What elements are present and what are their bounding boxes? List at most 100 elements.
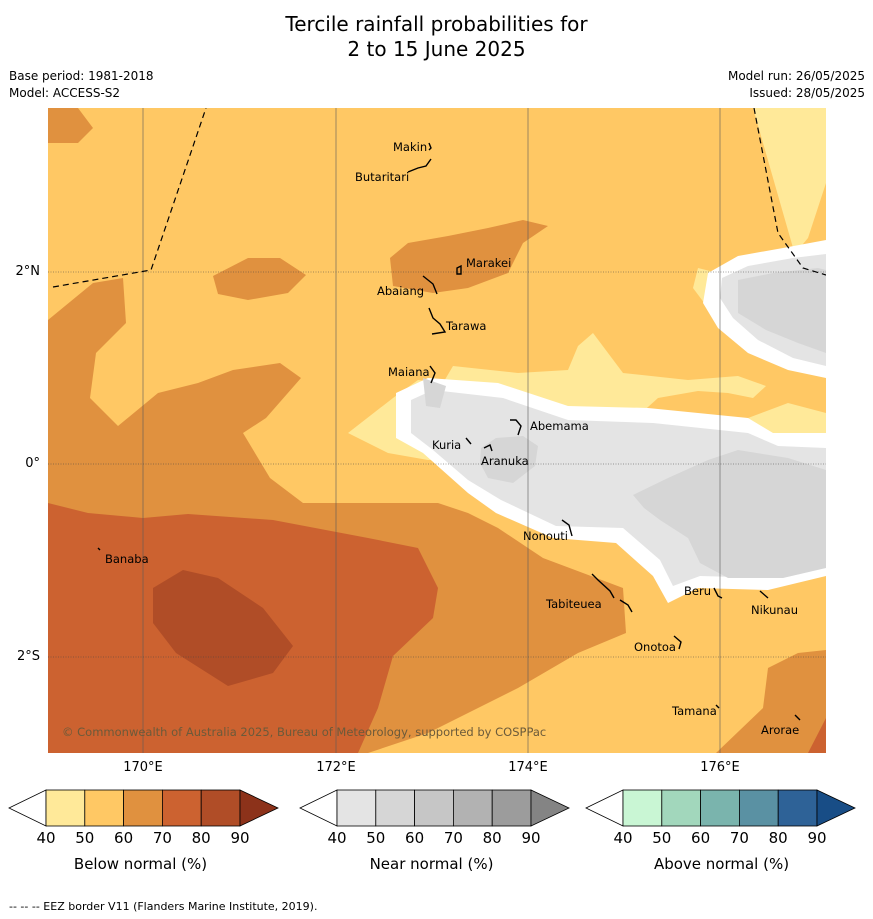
island-aranuka <box>483 444 493 452</box>
chart-title: Tercile rainfall probabilities for 2 to … <box>0 12 873 62</box>
model-run: Model run: 26/05/2025 <box>727 69 865 83</box>
lat-label-0: 0° <box>25 456 40 471</box>
place-label: Abemama <box>530 419 589 433</box>
region-60-70-patch-west <box>213 258 306 300</box>
colorbar-above-label: Above normal (%) <box>653 855 790 873</box>
eez-footnote: -- -- -- EEZ border V11 (Flanders Marine… <box>9 900 318 913</box>
colorbar-tick-label: 50 <box>652 829 672 847</box>
island-tabiteuea <box>591 573 633 613</box>
region-70-80-southeast <box>808 718 826 753</box>
place-label: Nonouti <box>523 529 568 543</box>
region-60-70-marakei <box>390 220 548 293</box>
colorbar-tick-label: 70 <box>443 829 463 847</box>
region-near-normal-50-60-southeast <box>633 450 826 578</box>
colorbar-tick-label: 80 <box>482 829 502 847</box>
eez-border-east <box>753 108 826 276</box>
place-label: Kuria <box>432 438 461 452</box>
island-tarawa <box>428 307 447 335</box>
lon-label-174: 174°E <box>508 760 548 775</box>
colorbar-swatch <box>123 789 163 827</box>
colorbar-tick-label: 40 <box>613 829 633 847</box>
lat-label-2s: 2°S <box>16 649 40 664</box>
region-60-70-southeast <box>716 650 826 753</box>
lon-label-176: 176°E <box>700 760 740 775</box>
colorbar-1 <box>299 789 570 827</box>
place-label: Abaiang <box>377 284 424 298</box>
island-nonouti <box>561 519 573 537</box>
island-arorae <box>794 714 801 721</box>
colorbar-swatch <box>84 789 125 827</box>
copyright-notice: © Commonwealth of Australia 2025, Bureau… <box>62 725 546 739</box>
colorbar-swatch <box>200 789 241 827</box>
island-tamana <box>715 704 720 709</box>
island-marakei <box>456 264 462 275</box>
place-label: Makin <box>393 140 427 154</box>
place-label: Tabiteuea <box>545 597 602 611</box>
island-butaritari <box>407 158 432 173</box>
colorbar-2 <box>585 789 856 827</box>
place-label: Tarawa <box>445 319 486 333</box>
colorbar-tick-label: 50 <box>75 829 95 847</box>
colorbar-tick-label: 70 <box>729 829 749 847</box>
colorbar-tick-label: 60 <box>691 829 711 847</box>
island-banaba <box>97 547 101 551</box>
place-label: Banaba <box>105 552 149 566</box>
island-onotoa <box>673 635 682 650</box>
parallels <box>48 271 826 658</box>
region-60-70-topleft <box>48 108 93 143</box>
graticule <box>142 108 721 753</box>
colorbar-swatch <box>45 789 86 827</box>
lon-label-172: 172°E <box>316 760 356 775</box>
title-line-2: 2 to 15 June 2025 <box>347 37 526 61</box>
island-kuria <box>465 437 472 445</box>
place-label: Arorae <box>761 723 799 737</box>
islands <box>97 142 801 721</box>
place-labels: Makin Butaritari Marakei Abaiang Tarawa … <box>105 140 799 737</box>
place-label: Nikunau <box>751 603 798 617</box>
island-abaiang <box>422 275 438 295</box>
colorbar-near-label: Near normal (%) <box>369 855 494 873</box>
island-maiana <box>429 365 436 384</box>
meta-right: Model run: 26/05/2025 Issued: 28/05/2025 <box>728 68 865 102</box>
colorbar-tick-label: 80 <box>768 829 788 847</box>
lon-label-170: 170°E <box>123 760 163 775</box>
colorbar-swatch <box>661 789 702 827</box>
colorbar-extend-high <box>530 789 570 827</box>
island-nikunau <box>759 590 769 599</box>
colorbar-tick-label: 70 <box>152 829 172 847</box>
meta-left: Base period: 1981-2018 Model: ACCESS-S2 <box>9 68 154 102</box>
place-label: Tamana <box>671 704 717 718</box>
colorbar-swatch <box>622 789 663 827</box>
colorbar-tick-label: 40 <box>327 829 347 847</box>
eez-border-west <box>52 108 207 288</box>
model-name: Model: ACCESS-S2 <box>9 86 121 100</box>
colorbar-extend-low <box>299 789 338 827</box>
colorbar-tick-label: 60 <box>405 829 425 847</box>
colorbar-swatch <box>375 789 416 827</box>
colorbar-swatch <box>700 789 740 827</box>
colorbar-tick-label: 50 <box>366 829 386 847</box>
colorbar-tick-label: 60 <box>114 829 134 847</box>
colorbar-below-label: Below normal (%) <box>73 855 208 873</box>
base-period: Base period: 1981-2018 <box>9 69 154 83</box>
title-line-1: Tercile rainfall probabilities for <box>285 12 588 36</box>
region-near-normal-50-60-center <box>423 378 446 408</box>
colorbar-swatch <box>161 789 202 827</box>
place-label: Maiana <box>388 365 430 379</box>
colorbar-swatch <box>452 789 493 827</box>
colorbar-swatch <box>491 789 532 827</box>
region-near-normal-50-60-aranuka <box>480 436 538 483</box>
eez-border <box>52 108 826 288</box>
colorbar-swatch <box>414 789 454 827</box>
colorbar-swatch <box>777 789 818 827</box>
island-abemama <box>510 419 522 436</box>
island-beru <box>713 587 723 599</box>
colorbar-0 <box>8 789 279 827</box>
region-near-normal-50-60-northeast <box>738 268 826 353</box>
colorbar-tick-label: 80 <box>191 829 211 847</box>
colorbar-swatch <box>738 789 779 827</box>
colorbar-extend-high <box>239 789 279 827</box>
colorbar-tick-label: 90 <box>230 829 250 847</box>
place-label: Butaritari <box>355 170 409 184</box>
issued-date: Issued: 28/05/2025 <box>749 86 865 100</box>
